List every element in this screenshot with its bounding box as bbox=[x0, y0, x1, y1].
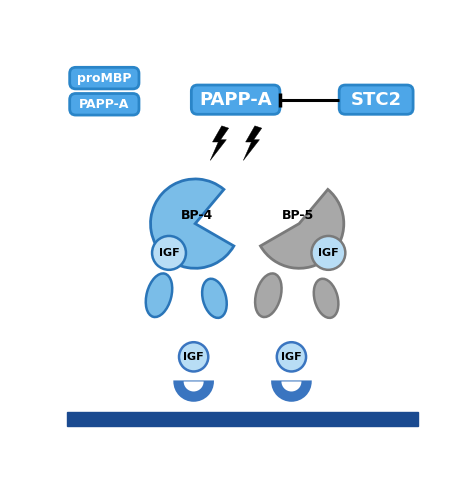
Text: IGF: IGF bbox=[281, 352, 302, 362]
FancyBboxPatch shape bbox=[191, 85, 280, 114]
Text: IGF: IGF bbox=[318, 248, 339, 258]
Circle shape bbox=[311, 236, 346, 270]
Wedge shape bbox=[282, 381, 301, 392]
Wedge shape bbox=[174, 381, 213, 401]
Circle shape bbox=[277, 342, 306, 372]
Polygon shape bbox=[210, 126, 228, 161]
FancyBboxPatch shape bbox=[70, 67, 139, 89]
Ellipse shape bbox=[314, 279, 338, 318]
Text: PAPP-A: PAPP-A bbox=[199, 91, 272, 109]
Ellipse shape bbox=[202, 279, 227, 318]
Text: BP-4: BP-4 bbox=[181, 210, 213, 223]
Text: IGF: IGF bbox=[183, 352, 204, 362]
Circle shape bbox=[179, 342, 208, 372]
FancyBboxPatch shape bbox=[70, 93, 139, 115]
Wedge shape bbox=[151, 179, 234, 268]
Ellipse shape bbox=[255, 273, 282, 317]
Text: STC2: STC2 bbox=[351, 91, 401, 109]
Ellipse shape bbox=[146, 273, 172, 317]
Text: IGF: IGF bbox=[159, 248, 179, 258]
Bar bbox=[66, 412, 418, 426]
Wedge shape bbox=[260, 189, 344, 268]
Text: PAPP-A: PAPP-A bbox=[79, 98, 129, 111]
Text: BP-5: BP-5 bbox=[282, 210, 314, 223]
Wedge shape bbox=[272, 381, 310, 401]
Circle shape bbox=[152, 236, 186, 270]
Polygon shape bbox=[243, 126, 262, 161]
Text: proMBP: proMBP bbox=[77, 72, 132, 85]
FancyBboxPatch shape bbox=[339, 85, 413, 114]
Wedge shape bbox=[183, 381, 204, 392]
